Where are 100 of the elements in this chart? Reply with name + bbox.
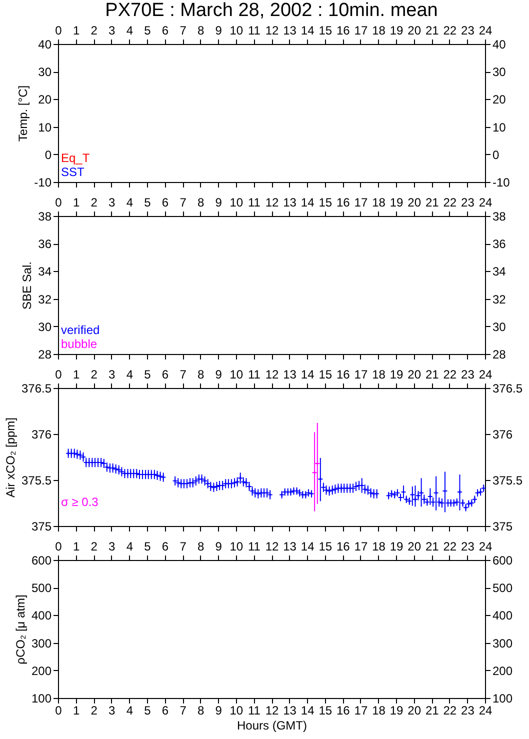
x2-tick-label: 14: [300, 24, 315, 38]
legend-label: bubble: [61, 337, 98, 351]
x2-tick-label: 18: [372, 196, 386, 210]
x2-tick-label: 12: [265, 540, 279, 554]
x2-tick-label: 12: [265, 196, 279, 210]
legend-label: verified: [61, 323, 100, 337]
y2-tick-label: 38: [492, 210, 506, 224]
x2-tick-label: 14: [300, 368, 315, 382]
x2-tick-label: 3: [108, 196, 116, 210]
y-tick-label: 10: [38, 120, 52, 134]
x2-tick-label: 19: [390, 540, 404, 554]
x2-tick-label: 13: [283, 540, 297, 554]
y2-tick-label: 34: [492, 264, 506, 279]
x-tick-label: 3: [108, 704, 116, 718]
x2-tick-label: 6: [162, 540, 169, 554]
y-tick-label: 30: [38, 65, 52, 80]
x-tick-label: 9: [215, 704, 222, 718]
x2-tick-label: 22: [443, 540, 457, 554]
x2-tick-label: 19: [390, 196, 404, 210]
x2-tick-label: 14: [300, 540, 315, 554]
x2-tick-label: 24: [478, 540, 492, 554]
x-tick-label: 6: [162, 704, 169, 718]
x2-tick-label: 5: [144, 368, 152, 382]
x2-tick-label: 8: [197, 196, 204, 210]
y-tick-label: 32: [38, 292, 52, 306]
x2-tick-label: 7: [180, 196, 187, 210]
y-axis-title: Temp. [°C]: [16, 85, 30, 142]
x2-tick-label: 24: [478, 196, 492, 210]
y-tick-label: 500: [31, 581, 52, 596]
y2-tick-label: 28: [492, 348, 506, 362]
y-tick-label: 36: [38, 237, 52, 252]
x2-tick-label: 15: [318, 368, 332, 382]
x-tick-label: 14: [300, 704, 315, 718]
y2-tick-label: 200: [492, 664, 513, 678]
x2-tick-label: 21: [425, 24, 440, 38]
x2-tick-label: 17: [354, 540, 368, 554]
x2-tick-label: 23: [461, 540, 475, 554]
y-tick-label: 300: [31, 636, 52, 650]
x2-tick-label: 9: [215, 368, 222, 382]
x2-tick-label: 17: [354, 24, 368, 38]
y-axis-title: SBE Sal.: [20, 261, 34, 310]
x2-tick-label: 20: [408, 196, 422, 210]
x-tick-label: 10: [230, 704, 244, 718]
y-axis-title: ρCO₂ [μ atm]: [13, 594, 28, 664]
x2-tick-label: 3: [108, 540, 116, 554]
y-tick-label: -10: [34, 176, 52, 190]
x2-tick-label: 19: [390, 24, 404, 38]
y-tick-label: 375.5: [21, 474, 52, 488]
x-tick-label: 0: [55, 704, 62, 718]
y2-tick-label: 30: [492, 320, 506, 334]
x2-tick-label: 5: [144, 24, 152, 38]
x2-tick-label: 5: [144, 540, 152, 554]
y-tick-label: 20: [38, 92, 52, 107]
y2-tick-label: 20: [492, 92, 506, 107]
x2-tick-label: 22: [443, 196, 457, 210]
x2-tick-label: 0: [55, 24, 62, 38]
x-axis-title: Hours (GMT): [237, 718, 307, 732]
x2-tick-label: 22: [443, 24, 457, 38]
y-axis-title: Air xCO₂ [ppm]: [3, 417, 18, 498]
x2-tick-label: 3: [108, 368, 116, 382]
y-tick-label: 600: [31, 554, 52, 568]
x2-tick-label: 1: [72, 24, 80, 38]
x2-tick-label: 3: [108, 24, 116, 38]
y2-tick-label: 376.5: [492, 382, 523, 396]
x2-tick-label: 13: [283, 196, 297, 210]
x-tick-label: 4: [126, 704, 134, 718]
x-tick-label: 2: [90, 704, 98, 718]
y-tick-label: 28: [38, 348, 52, 362]
x2-tick-label: 8: [197, 368, 204, 382]
x2-tick-label: 4: [126, 368, 134, 382]
x-tick-label: 5: [144, 704, 152, 718]
y2-tick-label: 0: [492, 148, 500, 162]
x-tick-label: 23: [461, 704, 475, 718]
x-tick-label: 16: [336, 704, 350, 718]
x-tick-label: 21: [425, 704, 440, 718]
x2-tick-label: 10: [230, 540, 244, 554]
x2-tick-label: 23: [461, 368, 475, 382]
x2-tick-label: 13: [283, 24, 297, 38]
legend-label: Eq_T: [61, 151, 90, 165]
legend-label: SST: [61, 165, 86, 179]
x2-tick-label: 11: [248, 196, 261, 210]
text: σ ≥ 0.3: [61, 495, 99, 509]
y2-tick-label: 300: [492, 636, 513, 650]
y2-tick-label: -10: [492, 176, 510, 190]
x2-tick-label: 5: [144, 196, 152, 210]
x2-tick-label: 9: [215, 24, 222, 38]
y2-tick-label: 375.5: [492, 474, 523, 488]
x2-tick-label: 16: [336, 24, 350, 38]
x2-tick-label: 20: [408, 540, 422, 554]
y2-tick-label: 32: [492, 292, 506, 306]
y2-tick-label: 376: [492, 428, 513, 442]
y2-tick-label: 36: [492, 237, 506, 252]
x2-tick-label: 15: [318, 540, 332, 554]
x-tick-label: 11: [248, 704, 261, 718]
x2-tick-label: 2: [90, 540, 98, 554]
x2-tick-label: 10: [230, 196, 244, 210]
y-tick-label: 376: [31, 428, 52, 442]
x2-tick-label: 12: [265, 368, 279, 382]
x2-tick-label: 16: [336, 540, 350, 554]
y-tick-label: 375: [31, 520, 52, 534]
